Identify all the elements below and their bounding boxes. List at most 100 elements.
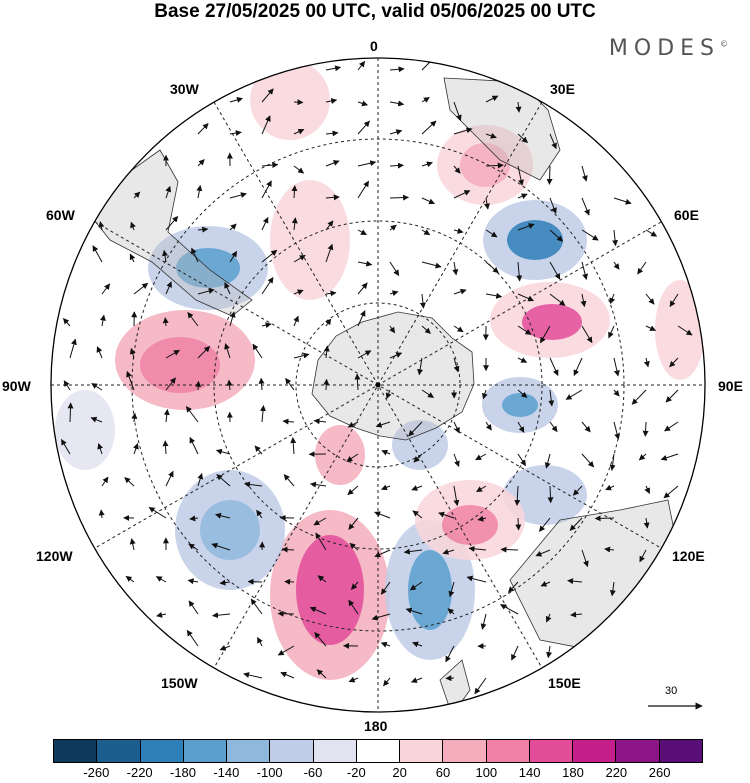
longitude-label-180: 180 — [364, 718, 388, 734]
wind-arrow — [605, 484, 615, 491]
colorbar-cell — [270, 740, 314, 762]
wind-arrow — [663, 485, 679, 499]
wind-arrow — [389, 129, 403, 135]
wind-arrow — [97, 443, 104, 455]
anomaly-patch — [296, 535, 364, 645]
wind-arrow — [101, 283, 111, 295]
wind-arrow — [131, 412, 138, 423]
wind-arrow — [224, 343, 231, 359]
wind-arrow — [609, 581, 616, 597]
wind-arrow — [453, 165, 461, 174]
longitude-label-90w: 90W — [2, 378, 31, 394]
wind-arrow — [508, 581, 519, 593]
wind-arrow — [517, 293, 535, 302]
wind-arrow — [347, 485, 359, 495]
wind-arrow — [156, 611, 167, 618]
longitude-label-60w: 60W — [46, 207, 75, 223]
wind-arrow — [453, 288, 467, 295]
wind-arrow — [211, 542, 231, 551]
colorbar-tick-label: -180 — [169, 765, 197, 780]
wind-arrow — [188, 543, 199, 551]
wind-arrow — [226, 379, 233, 391]
wind-arrow — [197, 345, 211, 359]
wind-arrow — [417, 357, 424, 376]
anomaly-patch — [200, 500, 260, 560]
wind-arrow — [325, 98, 338, 104]
wind-arrow — [485, 95, 499, 103]
wind-arrow — [565, 389, 583, 400]
wind-arrow — [421, 197, 435, 205]
colorbar-cell — [313, 740, 357, 762]
wind-arrow — [452, 261, 459, 276]
wind-arrow — [261, 216, 269, 231]
wind-arrow — [677, 325, 693, 336]
wind-arrow — [349, 542, 359, 551]
colorbar-cell — [443, 740, 487, 762]
wind-arrow — [309, 606, 327, 615]
wind-arrow — [572, 485, 583, 496]
wind-arrow — [293, 254, 306, 263]
wind-arrow — [293, 128, 305, 135]
wind-arrow — [348, 599, 359, 615]
wind-arrow — [581, 261, 588, 280]
wind-arrow — [280, 671, 295, 679]
wind-arrow — [98, 509, 105, 519]
wind-arrow — [644, 485, 650, 494]
wind-arrow — [421, 261, 442, 269]
wind-arrow — [405, 607, 423, 615]
wind-arrow — [421, 389, 435, 399]
colorbar-tick-label: 260 — [648, 765, 671, 780]
south-pole-marker — [375, 382, 381, 388]
wind-arrow — [517, 325, 532, 335]
wind-arrow — [381, 484, 391, 491]
colorbar-cell — [616, 740, 660, 762]
wind-arrow — [638, 453, 647, 461]
wind-arrow — [545, 613, 552, 623]
wind-arrow — [613, 197, 632, 205]
wind-arrow — [389, 100, 405, 107]
wind-arrow — [669, 357, 679, 368]
wind-arrow — [517, 453, 527, 467]
wind-arrow — [357, 260, 373, 267]
wind-arrow — [573, 357, 583, 376]
wind-arrow — [92, 245, 103, 263]
wind-arrow — [60, 438, 71, 455]
wind-arrow — [313, 418, 327, 425]
wind-arrow — [291, 217, 298, 231]
wind-arrow — [325, 130, 339, 137]
wind-arrow — [163, 409, 170, 423]
wind-arrow — [229, 311, 236, 327]
wind-arrow — [256, 509, 263, 519]
wind-arrow — [357, 120, 370, 135]
wind-arrow — [69, 338, 77, 359]
wind-arrow — [323, 345, 330, 359]
wind-arrow — [133, 282, 149, 295]
wind-arrow — [421, 229, 431, 236]
colorbar-cell — [486, 740, 530, 762]
wind-arrow — [475, 453, 487, 461]
wind-arrow — [98, 221, 105, 231]
anomaly-patch — [250, 60, 330, 140]
wind-arrow — [413, 453, 423, 463]
anomaly-patch — [408, 550, 452, 630]
colorbar-tick-label: 60 — [435, 765, 451, 780]
colorbar — [53, 739, 703, 763]
colorbar-cell — [97, 740, 141, 762]
wind-arrow — [403, 548, 423, 555]
modes-logo-text: MODES — [608, 36, 720, 61]
longitude-label-120e: 120E — [672, 548, 705, 564]
wind-arrow — [549, 421, 558, 433]
wind-arrow — [381, 449, 391, 456]
wind-arrow — [411, 485, 423, 491]
wind-arrow — [346, 453, 359, 462]
wind-arrow — [642, 421, 649, 437]
anomaly-patch — [460, 143, 510, 187]
wind-arrow — [549, 133, 557, 150]
wind-arrow — [293, 352, 310, 359]
wind-arrow — [580, 293, 587, 308]
wind-arrow — [643, 517, 650, 529]
wind-arrow — [254, 445, 263, 455]
wind-arrow — [665, 389, 679, 403]
colorbar-cell — [54, 740, 98, 762]
wind-arrow — [645, 229, 658, 237]
